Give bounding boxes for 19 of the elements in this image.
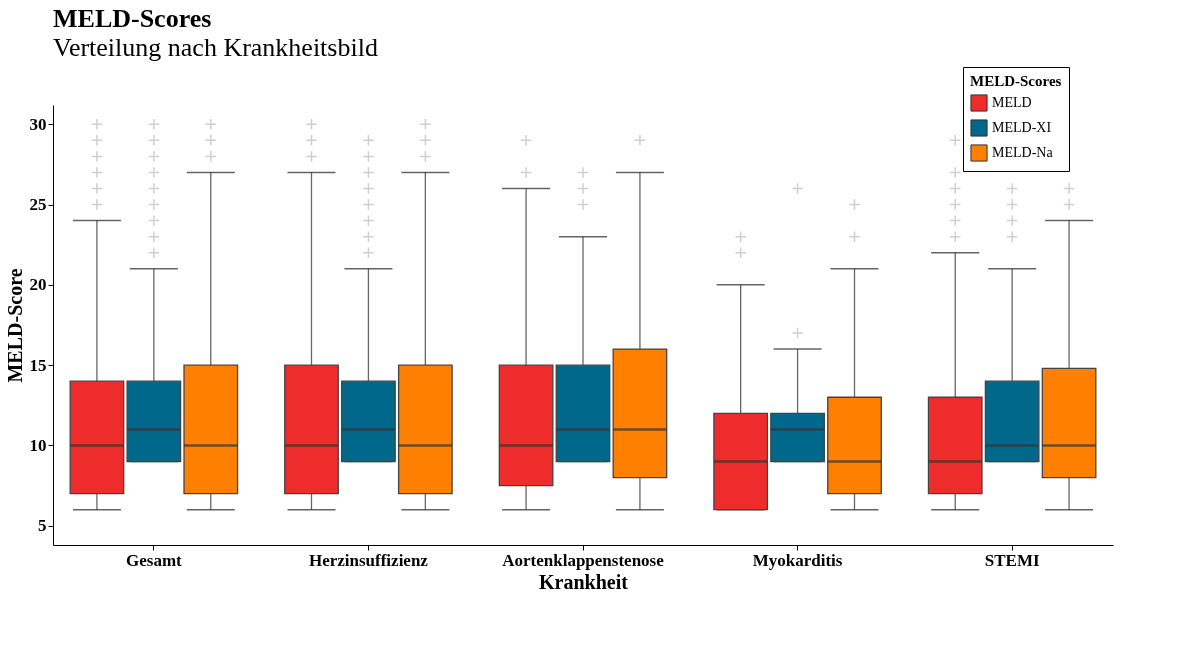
legend-label: MELD-Na: [992, 145, 1054, 160]
y-tick-label: 10: [29, 435, 47, 455]
chart-subtitle: Verteilung nach Krankheitsbild: [53, 32, 378, 62]
legend-label: MELD-XI: [992, 120, 1052, 135]
y-tick-label: 15: [29, 355, 47, 375]
y-tick-label: 5: [38, 516, 47, 536]
x-axis-title: Krankheit: [539, 570, 629, 593]
y-tick-label: 25: [29, 195, 47, 215]
x-tick-label: Herzinsuffizienz: [308, 550, 429, 570]
x-tick-label: STEMI: [984, 550, 1040, 570]
y-tick-label: 30: [29, 114, 47, 134]
x-tick-label: Gesamt: [125, 550, 183, 570]
x-tick-label: Aortenklappenstenose: [502, 550, 665, 570]
y-tick-label: 20: [29, 275, 47, 295]
legend-label: MELD: [992, 95, 1032, 110]
chart-title: MELD-Scores: [53, 3, 212, 33]
legend-title: MELD-Scores: [970, 73, 1062, 89]
x-tick-label: Myokarditis: [752, 550, 843, 570]
y-axis-title: MELD-Score: [3, 268, 26, 383]
